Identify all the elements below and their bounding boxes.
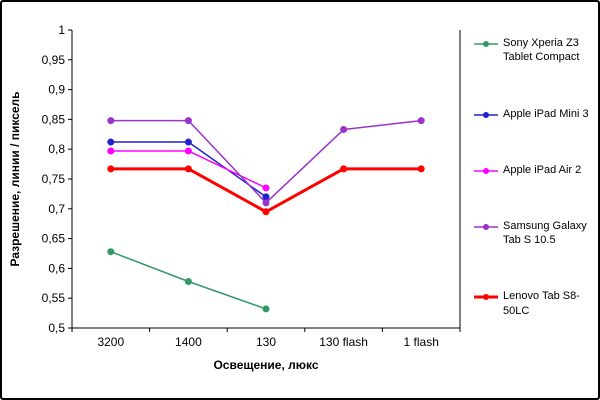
legend-label: Apple iPad Air 2 (503, 163, 582, 176)
y-tick-label: 0,7 (48, 202, 65, 216)
y-tick-label: 0,85 (42, 112, 66, 126)
data-point (340, 126, 348, 134)
y-tick-label: 0,5 (48, 321, 65, 335)
data-point (262, 199, 270, 207)
y-tick-label: 1 (58, 23, 65, 37)
y-tick-label: 0,8 (48, 142, 65, 156)
data-point (417, 165, 425, 173)
legend-label: Samsung Galaxy Tab S 10.5 (503, 219, 587, 247)
y-tick-label: 0,55 (42, 291, 66, 305)
legend-series-marker-icon (474, 111, 498, 118)
plot-area: 0,5 0,55 0,6 0,65 0,7 0,75 0,8 0,85 0,9 0,95 1 3200… (42, 23, 461, 349)
y-axis-title: Разрешение, линии / пиксель (8, 91, 22, 266)
legend-label: Sony Xperia Z3 Tablet Compact (503, 37, 580, 64)
x-tick-label: 130 flash (319, 335, 368, 349)
legend-item: Apple iPad Air 2 (474, 163, 598, 177)
data-point (262, 193, 270, 201)
data-point (107, 147, 115, 155)
legend-item: Apple iPad Mini 3 (474, 107, 598, 121)
data-point (184, 165, 192, 173)
x-tick-label: 3200 (97, 335, 124, 349)
legend-label: Apple iPad Mini 3 (503, 107, 589, 120)
legend-series-marker-icon (474, 167, 498, 174)
legend-item: Sony Xperia Z3 Tablet Compact (474, 36, 598, 65)
x-tick-label: 1 flash (404, 335, 439, 349)
legend-series-marker-icon (474, 41, 498, 47)
data-point (184, 117, 192, 125)
data-point (107, 165, 115, 173)
data-point (262, 184, 270, 192)
data-point (417, 117, 425, 125)
y-tick-label: 0,95 (42, 53, 66, 67)
x-tick-label: 130 (256, 335, 276, 349)
legend-item: Lenovo Tab S8-50LC (474, 289, 598, 318)
data-point (184, 138, 192, 146)
data-point (107, 248, 115, 256)
y-tick-label: 0,9 (48, 83, 65, 97)
data-point (262, 305, 270, 313)
legend-series-marker-icon (474, 223, 498, 230)
legend-item: Samsung Galaxy Tab S 10.5 (474, 219, 598, 248)
legend: Sony Xperia Z3 Tablet Compact Apple iPad … (474, 36, 598, 318)
data-point (107, 117, 115, 125)
y-tick-label: 0,65 (42, 232, 66, 246)
data-point (107, 138, 115, 146)
x-axis-title: Освещение, люкс (213, 358, 318, 372)
legend-label: Lenovo Tab S8-50LC (503, 290, 580, 317)
data-point (184, 278, 192, 286)
y-tick-label: 0,75 (42, 172, 66, 186)
data-point (184, 147, 192, 155)
legend-series-marker-icon (474, 294, 498, 301)
data-point (262, 208, 270, 216)
data-point (340, 165, 348, 173)
y-tick-label: 0,6 (48, 261, 65, 275)
x-tick-label: 1400 (175, 335, 202, 349)
